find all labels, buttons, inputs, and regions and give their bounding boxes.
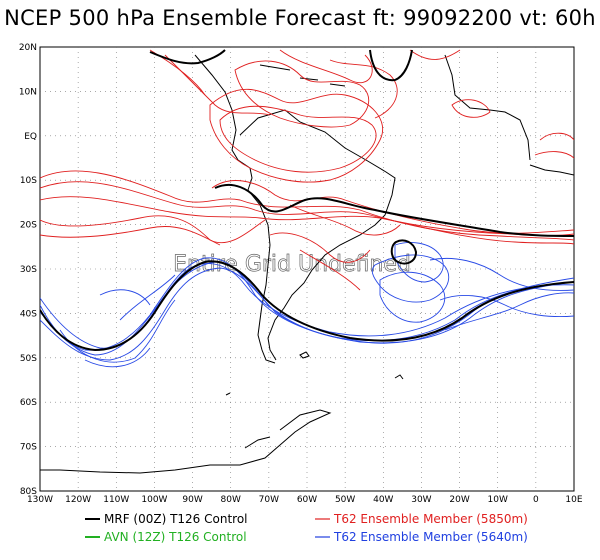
- longitude-tick-label: 60W: [297, 495, 317, 505]
- blue-ensemble-contours: [40, 242, 574, 368]
- longitude-tick-label: 70W: [259, 495, 279, 505]
- latitude-tick-label: 80S: [20, 487, 37, 497]
- coastlines: [40, 54, 574, 474]
- longitude-tick-label: 50W: [335, 495, 355, 505]
- mrf-control-contours: [40, 49, 574, 352]
- legend-label-red: T62 Ensemble Member (5850m): [333, 512, 528, 526]
- grid-lines: [40, 47, 574, 491]
- latitude-tick-label: 60S: [20, 398, 37, 408]
- legend-label-avn: AVN (12Z) T126 Control: [104, 530, 247, 544]
- latitude-tick-label: EQ: [24, 132, 37, 142]
- longitude-tick-label: 20W: [449, 495, 469, 505]
- longitude-tick-label: 120W: [65, 495, 91, 505]
- latitude-tick-label: 50S: [20, 354, 37, 364]
- latitude-labels: 20N 10N EQ 10S 20S 30S 40S 50S 60S 70S 80S: [19, 43, 37, 497]
- latitude-tick-label: 30S: [20, 265, 37, 275]
- longitude-labels: 130W 120W 110W 100W 90W 80W 70W 60W 50W 40W 30W 20W…: [27, 495, 583, 505]
- longitude-tick-label: 130W: [27, 495, 53, 505]
- latitude-tick-label: 20S: [20, 221, 37, 231]
- longitude-tick-label: 110W: [103, 495, 129, 505]
- latitude-tick-label: 70S: [20, 443, 37, 453]
- longitude-tick-label: 10W: [488, 495, 508, 505]
- longitude-tick-label: 30W: [411, 495, 431, 505]
- latitude-tick-label: 10S: [20, 176, 37, 186]
- longitude-tick-label: 100W: [141, 495, 167, 505]
- longitude-tick-label: 40W: [373, 495, 393, 505]
- legend-label-mrf: MRF (00Z) T126 Control: [104, 512, 248, 526]
- legend-label-blue: T62 Ensemble Member (5640m): [333, 530, 528, 544]
- longitude-tick-label: 10E: [565, 495, 582, 505]
- longitude-tick-label: 0: [533, 495, 539, 505]
- latitude-tick-label: 40S: [20, 309, 37, 319]
- longitude-tick-label: 90W: [182, 495, 202, 505]
- chart-title: NCEP 500 hPa Ensemble Forecast ft: 99092…: [4, 6, 596, 30]
- watermark-text: Entire Grid Undefined: [173, 252, 411, 277]
- red-ensemble-contours: [40, 49, 574, 291]
- longitude-tick-label: 80W: [221, 495, 241, 505]
- legend: MRF (00Z) T126 Control AVN (12Z) T126 Co…: [85, 512, 528, 544]
- latitude-tick-label: 20N: [19, 43, 37, 53]
- latitude-tick-label: 10N: [19, 87, 37, 97]
